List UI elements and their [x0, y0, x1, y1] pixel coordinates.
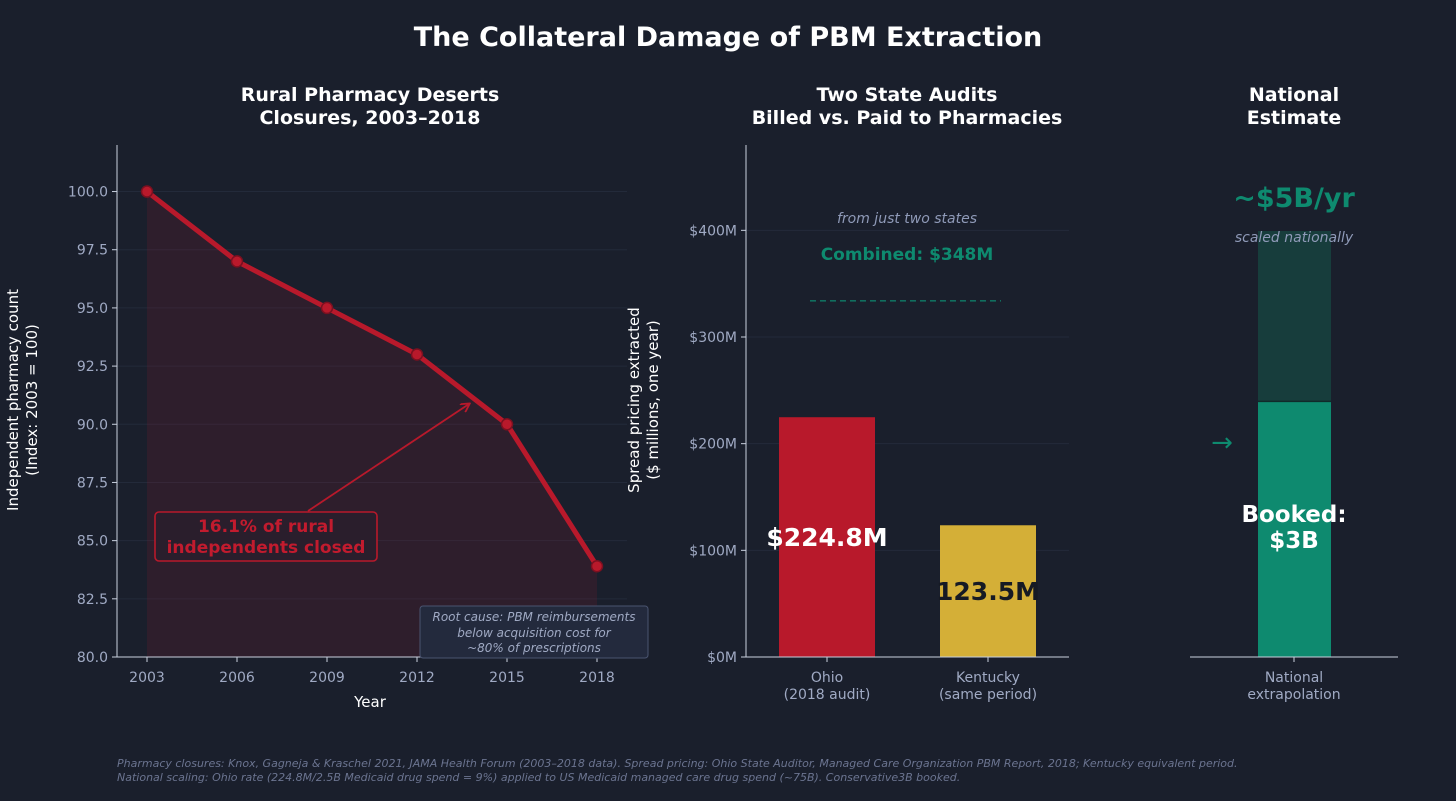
- panel1-y-tick-label: 85.0: [77, 534, 108, 550]
- panel1-data-point: [230, 255, 244, 268]
- bar-ohio-value-label: $224.8M: [766, 523, 887, 552]
- figure-title: The Collateral Damage of PBM Extraction: [414, 22, 1042, 53]
- panel1-y-tick-label: 82.5: [77, 592, 108, 608]
- panel3-title-line1: National: [1249, 84, 1339, 106]
- panel1-data-point: [320, 301, 334, 315]
- panel3-x-tick-label: National: [1265, 670, 1323, 686]
- panel2-combined-note: from just two states: [837, 211, 977, 227]
- panel2-combined-label: Combined: $348M: [821, 245, 994, 265]
- footnote-line2: National scaling: Ohio rate (224.8M/2.5B…: [117, 771, 960, 784]
- panel1-y-label-line1: Independent pharmacy count: [4, 289, 22, 511]
- panel1-x-tick-label: 2015: [489, 670, 525, 686]
- panel1-annotation-arrow: [307, 404, 469, 512]
- panel1-x-tick-label: 2006: [219, 670, 255, 686]
- panel2-y-ticks: $0M $100M $200M $300M $400M: [689, 223, 746, 666]
- bar-national-booked: [1258, 401, 1331, 657]
- panel1-y-ticks: 80.0 82.5 85.0 87.5 90.0 92.5 95.0 97.5 100.0: [68, 185, 117, 666]
- panel1-x-tick-label: 2003: [129, 670, 165, 686]
- panel1-x-tick-label: 2018: [579, 670, 615, 686]
- panel1-note-box: [419, 605, 649, 659]
- panel-national-estimate: National Estimate ~$5B/yr scaled nationa…: [1190, 84, 1398, 703]
- panel1-y-tick-label: 90.0: [77, 417, 108, 433]
- panel2-y-tick-label: $200M: [689, 437, 737, 453]
- panel2-x-tick-kentucky-sub: (same period): [939, 687, 1037, 703]
- panel1-data-point: [410, 348, 424, 361]
- panel2-title-line1: Two State Audits: [816, 84, 997, 106]
- panel1-note-line3: ~80% of prescriptions: [467, 641, 601, 655]
- panel2-x-tick-kentucky: Kentucky: [956, 670, 1020, 686]
- panel1-series-line: [144, 189, 600, 569]
- panel1-note-line2: below acquisition cost for: [457, 626, 611, 640]
- panel1-y-tick-label: 80.0: [77, 650, 108, 666]
- panel2-y-label-line1: Spread pricing extracted: [625, 307, 643, 493]
- panel2-y-tick-label: $300M: [689, 330, 737, 346]
- panel1-y-tick-label: 100.0: [68, 185, 108, 201]
- bar-kentucky: [940, 525, 1036, 657]
- panel3-estimate-note: scaled nationally: [1235, 230, 1354, 246]
- panel3-estimate-label: ~$5B/yr: [1233, 183, 1355, 214]
- panel1-data-point: [140, 185, 154, 198]
- panel2-y-tick-label: $100M: [689, 543, 737, 559]
- panel1-points: [140, 185, 604, 573]
- panel1-annotation-line1: 16.1% of rural: [198, 517, 334, 537]
- panel1-y-tick-label: 87.5: [77, 475, 108, 491]
- panel1-data-point: [590, 559, 604, 573]
- panel2-y-tick-label: $0M: [707, 650, 737, 666]
- panel2-x-tick-ohio-sub: (2018 audit): [784, 687, 871, 703]
- panel1-y-tick-label: 95.0: [77, 301, 108, 317]
- panel2-y-tick-label: $400M: [689, 223, 737, 239]
- panel2-y-label-line2: ($ millions, one year): [644, 320, 662, 479]
- panel1-x-label: Year: [353, 693, 387, 711]
- panel2-x-tick-ohio: Ohio: [811, 670, 843, 686]
- panel3-x-tick-sublabel: extrapolation: [1247, 687, 1340, 703]
- panel3-arrow-icon: →: [1211, 428, 1233, 458]
- panel1-note-line1: Root cause: PBM reimbursements: [433, 610, 636, 624]
- panel1-x-ticks: 2003 2006 2009 2012 2015 2018: [129, 657, 615, 686]
- panel1-annotation-line2: independents closed: [167, 538, 366, 558]
- bar-ohio: [779, 417, 875, 657]
- panel3-title-line2: Estimate: [1247, 107, 1341, 129]
- panel3-booked-label-line1: Booked:: [1241, 502, 1346, 528]
- panel-pharmacy-closures: Rural Pharmacy Deserts Closures, 2003–20…: [4, 84, 649, 711]
- panel1-y-tick-label: 97.5: [77, 243, 108, 259]
- panel1-y-label-line2: (Index: 2003 = 100): [23, 324, 41, 476]
- panel1-title-line1: Rural Pharmacy Deserts: [241, 84, 500, 106]
- panel1-y-tick-label: 92.5: [77, 359, 108, 375]
- bar-kentucky-value-label: 123.5M: [936, 577, 1040, 606]
- panel1-data-point: [500, 418, 514, 431]
- panel1-title-line2: Closures, 2003–2018: [259, 107, 480, 129]
- footnote-line1: Pharmacy closures: Knox, Gagneja & Krasc…: [117, 757, 1238, 770]
- panel1-x-tick-label: 2012: [399, 670, 435, 686]
- panel1-annotation-box: [154, 511, 378, 562]
- panel1-x-tick-label: 2009: [309, 670, 345, 686]
- panel-state-audits: Two State Audits Billed vs. Paid to Phar…: [625, 84, 1069, 703]
- panel3-booked-label-line2: $3B: [1269, 528, 1319, 554]
- panel2-title-line2: Billed vs. Paid to Pharmacies: [752, 107, 1063, 129]
